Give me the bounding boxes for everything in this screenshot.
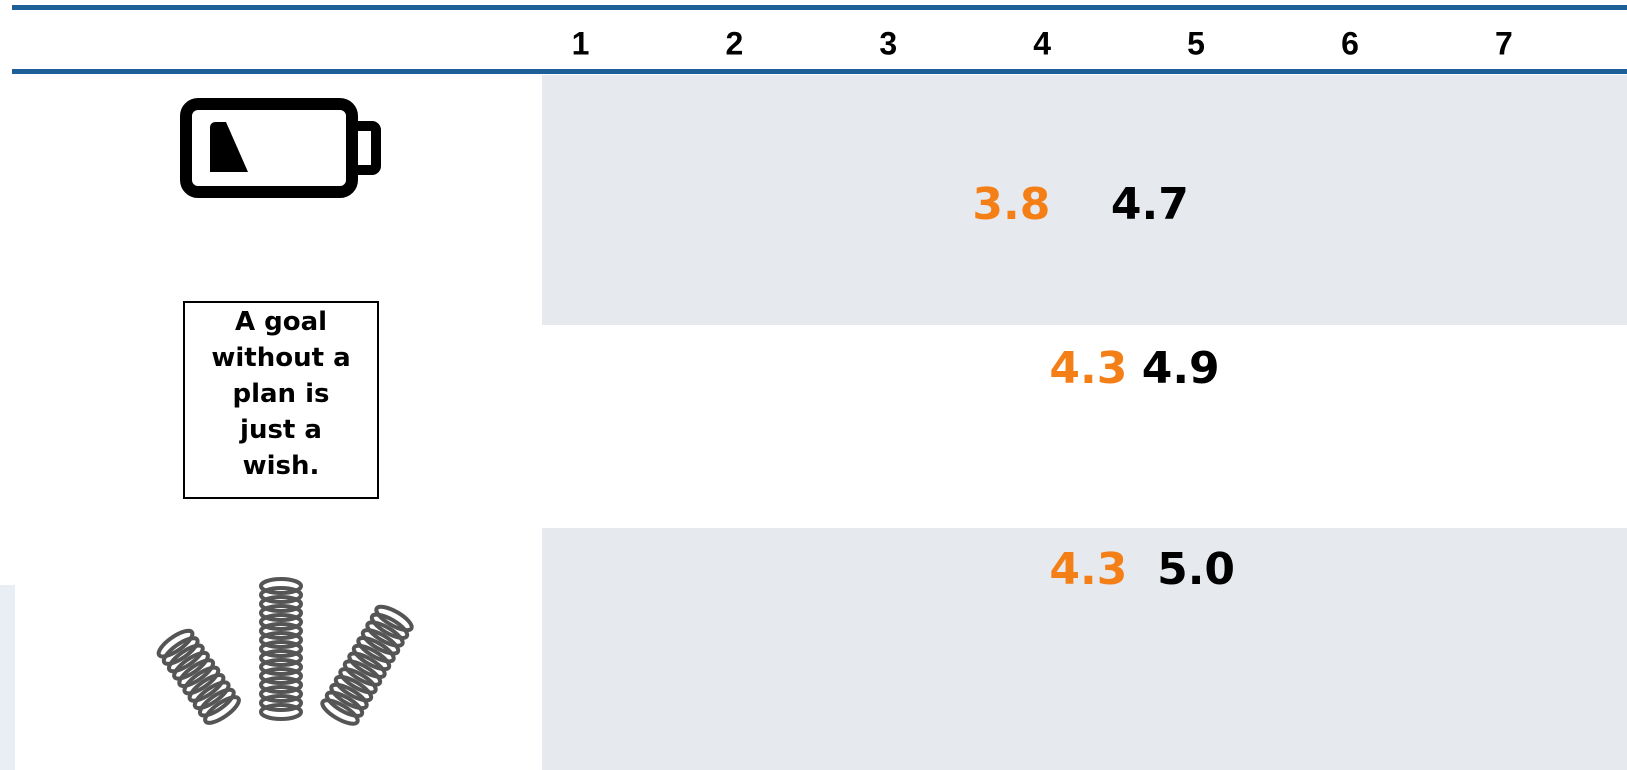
quote-text: A goal without a plan is just a wish.	[211, 307, 350, 481]
x-tick-label: 3	[879, 25, 897, 61]
top-rule	[12, 5, 1627, 10]
coil-loop	[320, 698, 360, 726]
coil-loop	[329, 682, 369, 711]
quote-box	[183, 301, 379, 499]
coil-loop	[259, 676, 303, 694]
coil-loop	[259, 658, 303, 676]
row-band	[542, 75, 1627, 325]
coil-loop	[259, 613, 303, 631]
coil-loop	[259, 667, 303, 685]
coil-loop	[192, 680, 231, 711]
coil-loop	[203, 695, 241, 725]
coil-loop	[333, 674, 374, 703]
spring	[259, 577, 303, 721]
coil-loop	[177, 658, 216, 688]
coil-loop	[374, 604, 414, 633]
coil-loop	[369, 612, 410, 640]
coil-loop	[356, 635, 396, 664]
coil-loop	[259, 595, 303, 613]
coil-loop	[259, 703, 303, 721]
coil-loop	[324, 690, 365, 718]
x-tick-label: 7	[1495, 25, 1513, 61]
value-label: 3.8	[972, 179, 1050, 230]
value-label: 5.0	[1157, 544, 1235, 595]
coil-loop	[187, 673, 226, 703]
spring	[156, 628, 241, 725]
coil-loop	[259, 649, 303, 667]
coil-loop	[161, 636, 200, 666]
coil-loop	[259, 640, 303, 658]
battery-icon	[180, 98, 381, 198]
background-panel	[0, 585, 15, 770]
coil-loop	[259, 577, 303, 595]
value-label: 4.7	[1111, 179, 1189, 230]
coil-loop	[259, 694, 303, 712]
coil-loop	[182, 665, 221, 696]
coil-loop	[347, 651, 387, 679]
header-rule	[12, 69, 1627, 74]
x-tick-label: 5	[1187, 25, 1205, 61]
coil-loop	[259, 631, 303, 649]
value-label: 4.3	[1049, 343, 1127, 394]
coil-loop	[166, 643, 205, 674]
coil-loop	[259, 685, 303, 703]
springs-icon	[156, 577, 414, 726]
value-label: 4.3	[1049, 544, 1127, 595]
coil-loop	[197, 687, 236, 718]
coil-loop	[360, 628, 401, 656]
coil-loop	[342, 659, 383, 687]
coil-loop	[365, 620, 405, 648]
spring	[320, 604, 414, 726]
x-tick-label: 2	[725, 25, 743, 61]
value-label: 4.9	[1142, 343, 1220, 394]
coil-loop	[156, 628, 195, 659]
coil-loop	[351, 643, 392, 672]
coil-loop	[172, 650, 210, 681]
coil-loop	[338, 667, 378, 695]
row-band	[542, 528, 1627, 770]
x-tick-label: 4	[1033, 25, 1051, 61]
x-tick-label: 1	[572, 25, 590, 61]
coil-loop	[259, 604, 303, 622]
x-tick-label: 6	[1341, 25, 1359, 61]
coil-loop	[259, 586, 303, 604]
coil-loop	[259, 622, 303, 640]
